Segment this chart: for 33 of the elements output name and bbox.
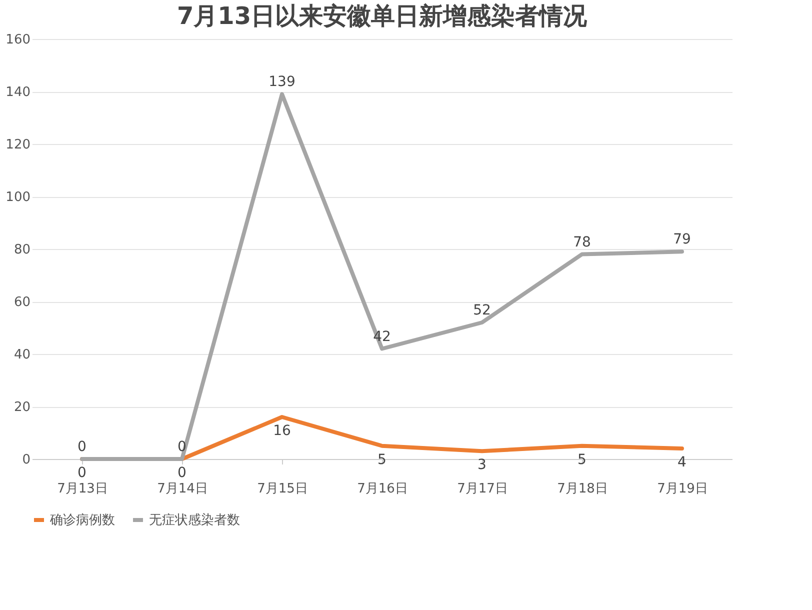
data-label: 52 bbox=[473, 302, 491, 318]
y-tick-label: 60 bbox=[14, 295, 30, 310]
y-tick-label: 80 bbox=[14, 242, 30, 258]
legend-label: 确诊病例数 bbox=[49, 513, 115, 528]
legend-label: 无症状感染者数 bbox=[149, 513, 240, 528]
data-label: 42 bbox=[373, 328, 391, 345]
data-label: 0 bbox=[78, 465, 86, 481]
data-label: 4 bbox=[678, 454, 687, 470]
y-tick-label: 140 bbox=[6, 85, 30, 100]
data-label: 139 bbox=[268, 74, 296, 90]
y-tick-label: 100 bbox=[6, 190, 30, 205]
x-tick-label: 7月14日 bbox=[157, 482, 208, 496]
x-tick-label: 7月18日 bbox=[557, 482, 608, 496]
y-tick-label: 0 bbox=[22, 452, 30, 468]
x-tick-label: 7月13日 bbox=[57, 482, 108, 496]
y-tick-label: 160 bbox=[6, 32, 30, 48]
x-tick-label: 7月19日 bbox=[657, 482, 708, 496]
y-tick-label: 120 bbox=[6, 138, 30, 152]
data-label: 78 bbox=[573, 234, 591, 250]
data-label: 79 bbox=[673, 232, 691, 248]
data-label: 3 bbox=[478, 457, 486, 474]
data-label: 16 bbox=[273, 423, 291, 439]
x-tick-label: 7月16日 bbox=[357, 482, 408, 496]
data-label: 0 bbox=[78, 439, 86, 455]
y-tick-label: 20 bbox=[14, 400, 30, 415]
data-label: 0 bbox=[178, 465, 186, 481]
x-tick-label: 7月17日 bbox=[457, 482, 508, 496]
data-label: 5 bbox=[578, 452, 586, 468]
data-label: 0 bbox=[178, 439, 186, 455]
data-label: 5 bbox=[378, 452, 386, 468]
y-tick-label: 40 bbox=[14, 348, 30, 362]
x-tick-label: 7月15日 bbox=[257, 482, 308, 496]
chart-title: 7月13日以来安徽单日新增感染者情况 bbox=[176, 2, 588, 30]
